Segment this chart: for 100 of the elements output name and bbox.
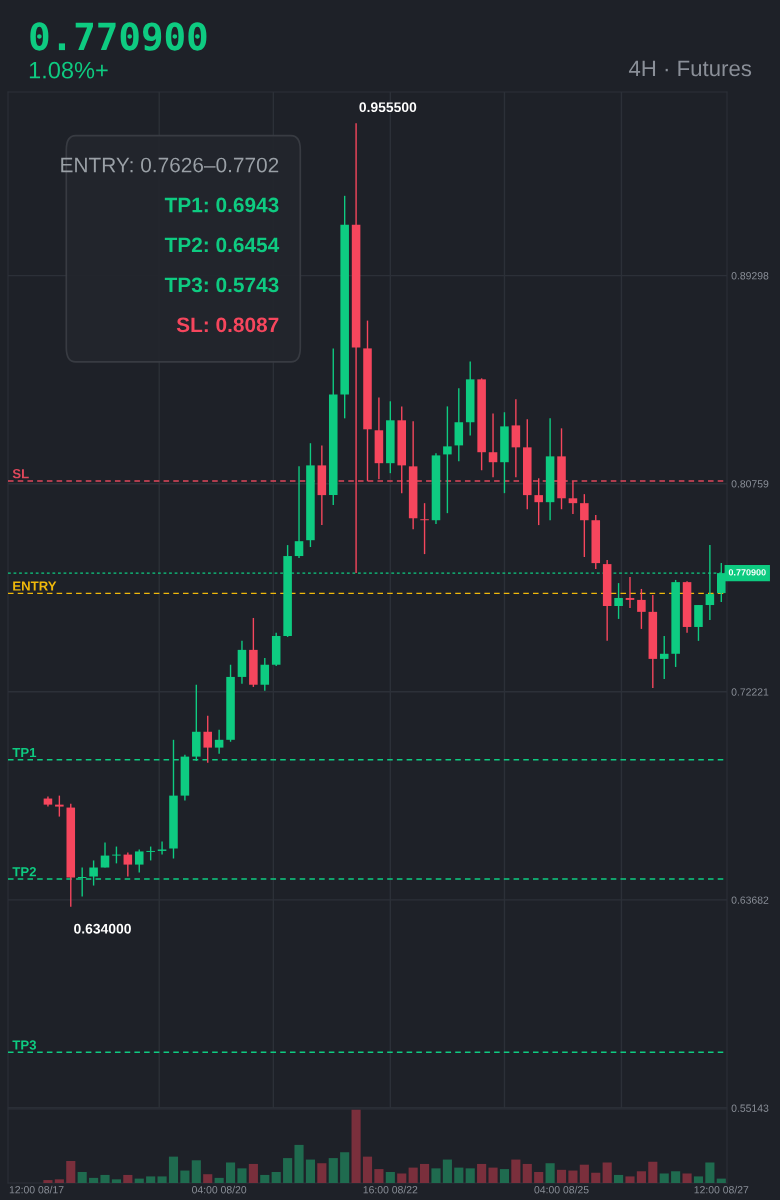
bar xyxy=(134,1178,144,1183)
text: 4H · Futures xyxy=(628,60,752,77)
candlestick xyxy=(203,714,212,764)
bar xyxy=(705,1162,715,1183)
bar xyxy=(111,1179,121,1183)
bar xyxy=(442,1159,452,1183)
bar xyxy=(568,1170,578,1183)
annotation: ENTRY: 0.7626–0.7702 xyxy=(61,157,279,173)
bar xyxy=(625,1176,635,1183)
bar xyxy=(693,1176,704,1183)
candlestick xyxy=(534,477,543,526)
bar xyxy=(100,1174,110,1183)
bar xyxy=(534,1172,544,1183)
bar xyxy=(214,1177,224,1183)
bar xyxy=(671,1171,681,1183)
ref-line-label: 0.770900 xyxy=(728,569,766,576)
candlestick xyxy=(625,576,635,609)
bar xyxy=(636,1171,646,1183)
candlestick xyxy=(157,840,167,856)
bar xyxy=(54,1179,64,1183)
annotation: TP1: 0.6943 xyxy=(164,197,279,213)
candlestick xyxy=(134,848,144,874)
bar xyxy=(477,1163,487,1183)
bar xyxy=(203,1174,213,1183)
candlestick xyxy=(443,405,452,514)
bar xyxy=(283,1158,293,1183)
candlestick xyxy=(294,465,304,559)
x-tick-label: 04:00 08/25 xyxy=(534,1185,589,1194)
x-tick-label: 12:00 08/27 xyxy=(694,1185,749,1194)
bar xyxy=(146,1176,156,1183)
y-tick-label: 0.80759 xyxy=(731,480,769,488)
bar xyxy=(522,1163,532,1183)
annotation: SL: 0.8087 xyxy=(176,317,279,333)
candlestick xyxy=(659,635,669,680)
annotation: 0.955500 xyxy=(359,102,417,113)
candlestick xyxy=(568,480,578,515)
candlestick xyxy=(488,412,498,479)
annotation: TP2: 0.6454 xyxy=(164,237,280,253)
x-tick-label: 12:00 08/17 xyxy=(9,1185,64,1194)
ref-line-label: TP2 xyxy=(12,867,36,877)
candlestick xyxy=(420,502,429,555)
y-tick-label: 0.55143 xyxy=(731,1104,769,1112)
bar xyxy=(602,1162,612,1183)
bar xyxy=(89,1177,99,1183)
bar xyxy=(66,1161,76,1183)
bar xyxy=(237,1168,247,1183)
bar xyxy=(591,1172,601,1183)
bar xyxy=(180,1170,190,1183)
bar xyxy=(317,1163,327,1183)
chart-title: 0.770900 xyxy=(30,22,207,51)
bar xyxy=(248,1163,258,1183)
bar xyxy=(556,1169,567,1183)
bar xyxy=(659,1173,669,1183)
y-tick-label: 0.72221 xyxy=(731,688,769,696)
candlestick xyxy=(614,582,623,620)
y-tick-label: 0.89298 xyxy=(731,272,769,280)
ref-line-label: TP1 xyxy=(12,747,37,758)
bar xyxy=(260,1174,270,1183)
candlestick xyxy=(123,851,133,878)
bar xyxy=(614,1174,624,1183)
x-tick-label: 04:00 08/20 xyxy=(192,1185,247,1194)
bar xyxy=(271,1172,281,1183)
ref-line-label: SL xyxy=(12,469,29,479)
chart-subtitle: 1.08%+ xyxy=(29,61,108,79)
bar xyxy=(397,1173,407,1183)
candlestick xyxy=(214,729,224,755)
bar xyxy=(340,1152,350,1183)
bar xyxy=(225,1162,236,1183)
candlestick xyxy=(637,588,646,630)
bar xyxy=(545,1163,555,1183)
candlestick xyxy=(100,841,110,869)
bar xyxy=(431,1168,441,1183)
bar xyxy=(716,1178,726,1183)
ref-line-label: TP3 xyxy=(12,1040,37,1050)
bar xyxy=(579,1164,589,1183)
bar xyxy=(294,1144,304,1183)
bar xyxy=(191,1160,201,1183)
bar xyxy=(168,1156,179,1183)
annotation: TP3: 0.5743 xyxy=(164,277,279,293)
bar xyxy=(499,1169,510,1183)
bar xyxy=(385,1172,395,1183)
bar xyxy=(328,1158,338,1183)
bar xyxy=(157,1176,167,1183)
candlestick xyxy=(260,657,270,692)
ref-line-label: ENTRY xyxy=(13,581,57,591)
bar xyxy=(351,1109,361,1183)
bar xyxy=(488,1167,498,1183)
bar xyxy=(682,1173,692,1183)
bar xyxy=(420,1163,430,1183)
bar xyxy=(362,1156,373,1183)
bar xyxy=(511,1159,521,1183)
x-tick-label: 16:00 08/22 xyxy=(363,1185,418,1194)
bar xyxy=(305,1159,315,1183)
bar xyxy=(123,1174,133,1183)
candlestick xyxy=(694,604,703,642)
bar xyxy=(374,1169,384,1183)
bar xyxy=(465,1168,475,1183)
bar xyxy=(648,1161,658,1183)
bar xyxy=(43,1180,53,1183)
candlestick xyxy=(580,493,589,558)
